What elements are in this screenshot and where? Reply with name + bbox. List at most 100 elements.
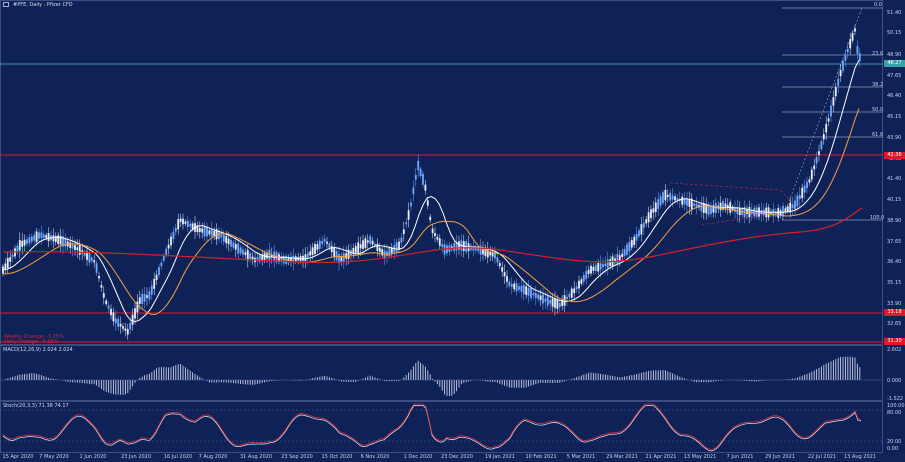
candle-body (561, 299, 564, 306)
price-tick: 46.40 (887, 93, 902, 99)
candle-body (88, 252, 91, 263)
candle-body (234, 244, 237, 250)
candle-body (167, 244, 170, 249)
candle-body (364, 238, 367, 248)
candle-body (256, 257, 259, 262)
candle-body (400, 237, 403, 243)
candle-body (813, 165, 816, 170)
macd-axis[interactable] (883, 345, 905, 401)
candle-body (616, 254, 619, 265)
candle-body (261, 254, 264, 261)
candle-body (750, 209, 753, 215)
candle-body (371, 240, 374, 245)
candle-body (126, 329, 129, 335)
time-tick: 23 Sep 2020 (281, 454, 313, 460)
support-price-badge: 33.18 (884, 309, 905, 316)
candle-body (496, 257, 499, 263)
candle-body (347, 249, 350, 259)
candle-body (604, 263, 607, 267)
candle-body (659, 196, 662, 206)
candle-body (592, 266, 595, 271)
candle-body (179, 218, 182, 223)
window-icon[interactable] (3, 2, 9, 7)
candle-body (714, 203, 717, 214)
candle-body (287, 258, 290, 262)
candle-body (107, 305, 110, 309)
ma-fast-line (2, 59, 860, 323)
candle-body (602, 264, 604, 268)
candle-body (6, 257, 9, 268)
candle-body (266, 253, 268, 259)
candle-body (834, 87, 837, 97)
time-tick: 16 Jul 2020 (163, 454, 193, 460)
fib-label: 0.0 (874, 2, 882, 8)
candle-body (419, 168, 422, 177)
macd-title: MACD(12,26,9) 2.024 2.024 (3, 347, 73, 353)
candle-body (59, 235, 62, 245)
candle-body (268, 249, 271, 261)
candle-body (801, 187, 804, 199)
candle-body (57, 235, 60, 244)
candle-body (239, 247, 242, 254)
candle-body (671, 195, 674, 200)
candle-body (618, 255, 621, 261)
candle-body (302, 255, 304, 261)
candle-body (700, 202, 703, 212)
price-tick: 40.15 (887, 197, 902, 203)
candle-body (124, 328, 127, 331)
candle-body (138, 297, 141, 304)
candle-body (818, 151, 820, 155)
candle-body (434, 233, 436, 237)
stochastic-axis[interactable] (883, 401, 905, 453)
candle-body (808, 179, 811, 183)
candle-body (820, 141, 823, 150)
candle-body (330, 246, 333, 253)
candle-body (155, 274, 158, 281)
candle-body (83, 251, 86, 256)
price-axis[interactable] (883, 0, 905, 345)
candle-body (676, 198, 679, 201)
candle-body (141, 293, 144, 305)
candle-body (498, 263, 501, 267)
candle-body (851, 32, 854, 41)
candle-body (21, 240, 24, 247)
candle-body (503, 272, 506, 277)
candle-body (479, 245, 482, 255)
time-tick: 13 May 2021 (683, 454, 717, 460)
fib-label: 100.0 (870, 215, 885, 221)
candle-body (222, 234, 225, 242)
candle-body (798, 194, 801, 200)
candle-body (582, 275, 585, 282)
candle-body (549, 299, 552, 304)
candle-body (789, 202, 792, 213)
candle-body (645, 219, 648, 224)
price-tick: 45.15 (887, 114, 902, 120)
candle-body (578, 280, 580, 289)
candle-body (117, 319, 120, 327)
candle-body (510, 284, 513, 287)
candle-body (306, 252, 309, 259)
candle-body (95, 263, 98, 273)
candle-body (220, 234, 223, 238)
candle-body (558, 302, 561, 308)
candle-body (249, 253, 252, 261)
candle-body (174, 227, 177, 232)
candle-body (633, 236, 636, 246)
candle-body (378, 247, 381, 252)
candle-body (311, 247, 314, 255)
candle-body (674, 196, 676, 201)
candle-body (251, 256, 254, 261)
candle-body (407, 210, 410, 220)
candle-body (270, 254, 273, 257)
candle-body (494, 251, 496, 259)
candle-body (122, 326, 124, 329)
candle-body (650, 209, 652, 219)
candle-body (719, 202, 722, 211)
macd-pane[interactable] (0, 345, 883, 401)
candle-body (815, 156, 818, 164)
candle-body (309, 251, 312, 256)
candle-body (165, 248, 168, 256)
current-price-badge: 48.27 (884, 60, 905, 67)
